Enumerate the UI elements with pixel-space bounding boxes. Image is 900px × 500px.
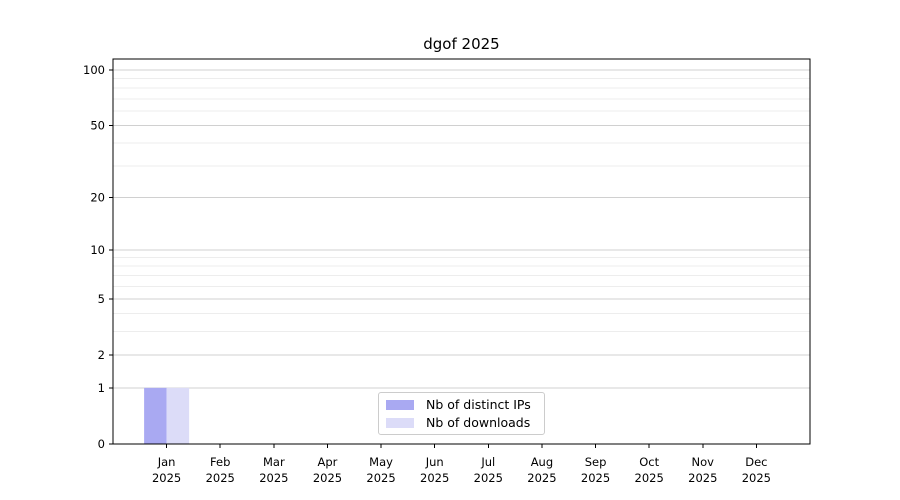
x-tick-label-month: Dec — [745, 455, 767, 469]
legend-entry: Nb of downloads — [386, 415, 544, 430]
x-tick-label-year: 2025 — [259, 471, 288, 485]
legend-label-distinct-ips: Nb of distinct IPs — [426, 397, 531, 412]
x-tick-label-year: 2025 — [635, 471, 664, 485]
x-tick-label-month: Aug — [531, 455, 553, 469]
legend-swatch-downloads — [386, 417, 414, 428]
y-tick-label: 2 — [98, 348, 105, 362]
x-tick-label-month: Apr — [318, 455, 338, 469]
bar-jan-series1 — [166, 387, 190, 444]
x-tick-label-year: 2025 — [688, 471, 717, 485]
plot-frame — [112, 58, 811, 445]
x-tick-label-year: 2025 — [420, 471, 449, 485]
x-tick-label-year: 2025 — [474, 471, 503, 485]
x-tick-label-year: 2025 — [313, 471, 342, 485]
y-tick-label: 5 — [98, 292, 105, 306]
legend-label-downloads: Nb of downloads — [426, 415, 531, 430]
legend-swatch-distinct-ips — [386, 399, 414, 410]
x-tick-label-month: Jan — [157, 455, 176, 469]
x-tick-label-month: Jun — [425, 455, 444, 469]
x-tick-label-month: Mar — [263, 455, 285, 469]
x-tick-label-year: 2025 — [206, 471, 235, 485]
x-tick-label-month: May — [369, 455, 393, 469]
x-tick-label-year: 2025 — [152, 471, 181, 485]
y-tick-label: 20 — [90, 190, 105, 204]
legend: Nb of distinct IPs Nb of downloads — [378, 392, 545, 435]
chart-title: dgof 2025 — [423, 35, 500, 53]
y-tick-label: 50 — [90, 119, 105, 133]
bar-jan-series0 — [144, 387, 167, 444]
x-tick-label-month: Sep — [585, 455, 607, 469]
x-tick-label-month: Nov — [692, 455, 715, 469]
y-tick-label: 1 — [98, 381, 105, 395]
y-tick-label: 100 — [83, 63, 105, 77]
x-tick-label-month: Jul — [480, 455, 495, 469]
x-tick-label-year: 2025 — [742, 471, 771, 485]
x-tick-label-year: 2025 — [581, 471, 610, 485]
legend-entry: Nb of distinct IPs — [386, 397, 544, 412]
x-tick-label-year: 2025 — [527, 471, 556, 485]
y-tick-label: 0 — [98, 437, 105, 451]
x-tick-label-month: Oct — [639, 455, 659, 469]
x-tick-label-year: 2025 — [366, 471, 395, 485]
x-tick-label-month: Feb — [210, 455, 230, 469]
y-tick-label: 10 — [90, 243, 105, 257]
